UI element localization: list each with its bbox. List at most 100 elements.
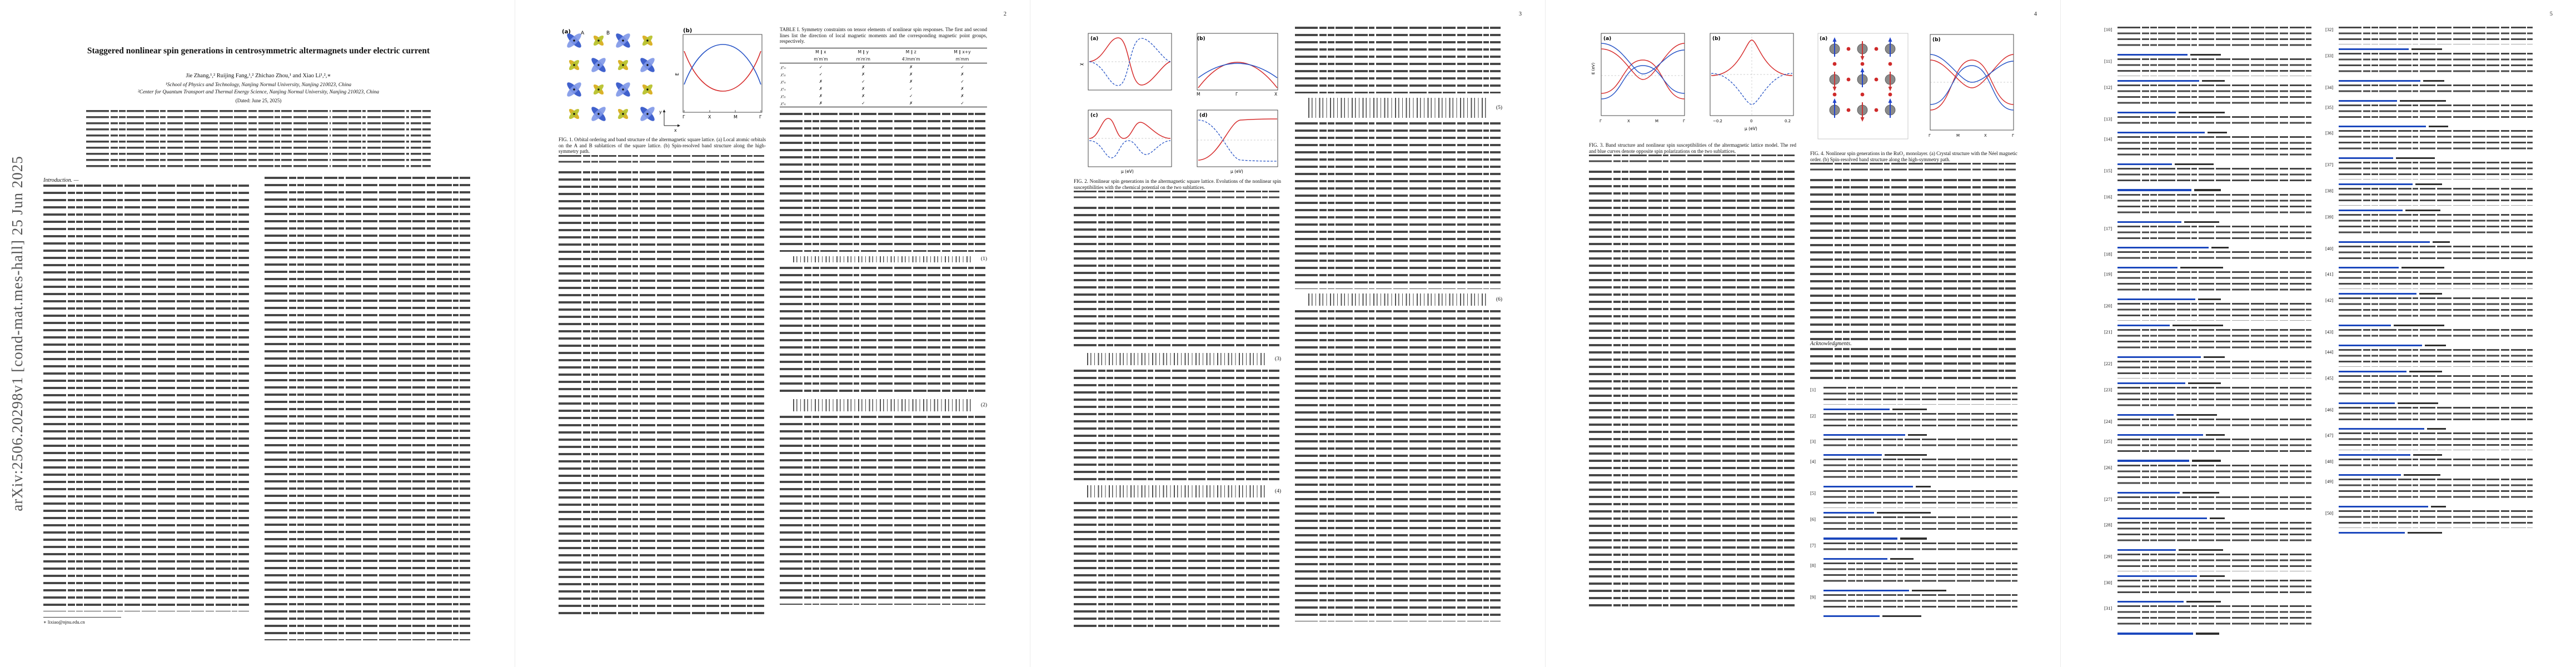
reference-link[interactable] (2339, 99, 2397, 102)
reference-link[interactable] (2117, 633, 2194, 635)
tensor-element-label: χˣₓₓ (781, 64, 786, 69)
figure-1-caption-text: FIG. 1. Orbital ordering and band struct… (559, 137, 766, 154)
reference-text-block (2117, 271, 2311, 295)
k-tick-label: Γ (682, 115, 685, 120)
reference-number: [25] (2104, 438, 2112, 444)
affiliation-2: ²Center for Quantum Transport and Therma… (137, 89, 380, 95)
caption-text-block (1074, 191, 1281, 202)
reference-link[interactable] (2117, 601, 2184, 603)
reference-link[interactable] (2339, 48, 2409, 50)
reference-text-tail (2173, 324, 2223, 327)
reference-link[interactable] (2339, 370, 2407, 372)
reference-text-tail (2403, 474, 2440, 476)
reference-link[interactable] (2117, 298, 2195, 301)
reference-link[interactable] (1823, 558, 1888, 560)
reference-link[interactable] (1823, 408, 1890, 410)
text-block (1810, 179, 2017, 340)
reference-link[interactable] (2339, 183, 2413, 186)
reference-link[interactable] (2339, 241, 2430, 243)
reference-text-block (2339, 84, 2533, 96)
page-number: 3 (1518, 11, 1522, 17)
reference-link[interactable] (1823, 454, 1882, 456)
text-block (1295, 27, 1502, 93)
reference-number: [36] (2325, 130, 2334, 136)
reference-link[interactable] (2117, 491, 2180, 494)
reference-entry: [17] (2104, 225, 2311, 249)
reference-entry: [36] (2325, 130, 2533, 160)
table-row: χˣₓₓ ✓ ✗ ✗ ✓ (780, 63, 987, 71)
reference-number: [28] (2104, 522, 2112, 528)
reference-link[interactable] (2339, 126, 2426, 128)
reference-link[interactable] (2117, 382, 2186, 384)
reference-number: [4] (1810, 459, 1816, 465)
text-block (1295, 122, 1502, 289)
table-cell: ✓ (909, 93, 913, 98)
reference-text-block (2339, 130, 2533, 154)
reference-link[interactable] (2117, 267, 2178, 269)
reference-link[interactable] (2339, 402, 2395, 404)
table-cell: ✗ (861, 64, 865, 69)
reference-link[interactable] (2117, 111, 2176, 113)
table-header-cell: M ∥ y (858, 49, 869, 54)
reference-link[interactable] (2117, 549, 2176, 551)
reference-link[interactable] (1823, 589, 1909, 591)
reference-link[interactable] (2117, 414, 2174, 416)
affiliation-1: ¹School of Physics and Technology, Nanji… (165, 82, 352, 88)
table-cell: ✓ (861, 100, 865, 106)
band-plot-frame (682, 34, 763, 113)
reference-link[interactable] (1823, 615, 1880, 618)
reference-link[interactable] (2339, 454, 2411, 456)
reference-link[interactable] (2339, 157, 2393, 160)
reference-text-block (1823, 594, 2017, 612)
reference-entry: [31] (2104, 605, 2311, 635)
reference-link[interactable] (2339, 506, 2428, 508)
reference-number: [24] (2104, 418, 2112, 424)
reference-link[interactable] (2339, 267, 2399, 269)
reference-text-tail (2188, 382, 2221, 384)
reference-link[interactable] (2339, 79, 2420, 82)
reference-link[interactable] (2117, 247, 2209, 249)
reference-link[interactable] (1823, 434, 1905, 436)
reference-link[interactable] (1823, 511, 1874, 514)
reference-text-tail (1876, 511, 1931, 514)
reference-text-tail (2430, 506, 2447, 508)
band-curve-red (684, 51, 761, 92)
reference-text-tail (2426, 428, 2447, 430)
reference-link[interactable] (2117, 434, 2203, 436)
reference-link[interactable] (2117, 79, 2199, 82)
reference-entry: [16] (2104, 193, 2311, 223)
table-header-cell: m′m′m (842, 55, 885, 63)
reference-link[interactable] (2117, 356, 2201, 359)
reference-text-tail (1892, 408, 1927, 410)
reference-link[interactable] (2339, 474, 2401, 476)
reference-link[interactable] (2117, 324, 2170, 327)
footnote-email[interactable]: ∗ lixiao@njnu.edu.cn (43, 619, 85, 625)
reference-link[interactable] (2339, 292, 2416, 295)
reference-text-block (2117, 225, 2311, 243)
reference-text-block (1823, 562, 2017, 586)
reference-link[interactable] (2117, 163, 2172, 165)
reference-link[interactable] (2339, 209, 2403, 211)
reference-link[interactable] (1823, 486, 1913, 488)
reference-entry: [14] (2104, 136, 2311, 165)
reference-link[interactable] (2339, 428, 2424, 430)
k-ticks (684, 110, 761, 112)
reference-text-block (1823, 439, 2017, 451)
reference-link[interactable] (2117, 131, 2205, 133)
reference-link[interactable] (2117, 54, 2188, 56)
reference-link[interactable] (2117, 575, 2198, 577)
reference-link[interactable] (2339, 531, 2405, 534)
reference-link[interactable] (2117, 460, 2190, 462)
spin-up-arrows (1832, 37, 1892, 118)
reference-link[interactable] (2339, 324, 2391, 327)
reference-link[interactable] (2117, 189, 2191, 191)
reference-link[interactable] (2117, 517, 2207, 520)
reference-text-tail (1915, 486, 1931, 488)
equation-number: (1) (980, 256, 987, 262)
k-tick-label: X (708, 115, 711, 120)
reference-link[interactable] (2339, 345, 2423, 347)
reference-link[interactable] (2117, 221, 2182, 223)
k-tick-label: Γ (1600, 119, 1602, 123)
reference-link[interactable] (1823, 537, 1897, 540)
reference-text-tail (2401, 267, 2444, 269)
